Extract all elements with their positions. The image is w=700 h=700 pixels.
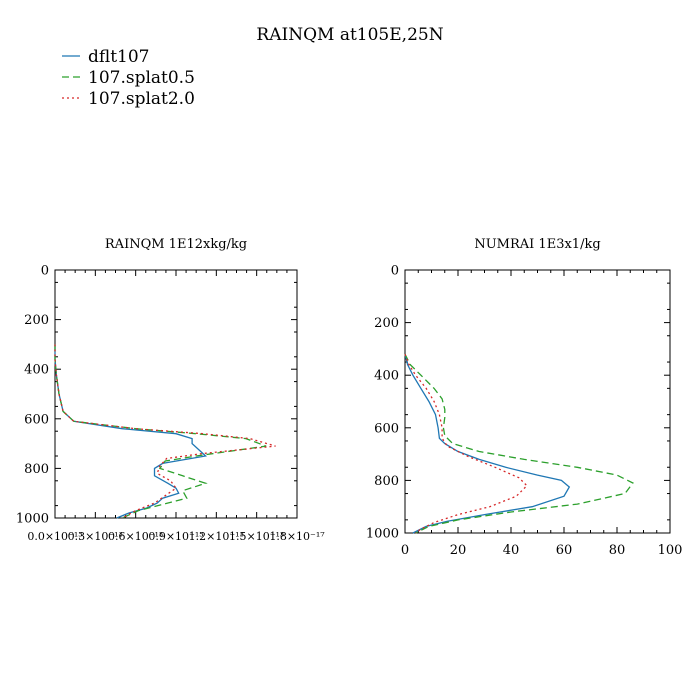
rainqm-ytick-label: 800	[24, 462, 49, 477]
numrai-ytick-label: 200	[374, 316, 399, 331]
rainqm-plot-frame	[54, 269, 298, 519]
rainqm-xtick-label: 0.9×10⁻¹³	[148, 530, 203, 543]
numrai-ytick-label: 800	[374, 474, 399, 489]
rainqm-ytick-label: 0	[41, 264, 49, 279]
rainqm-xtick-label: 1.5×10⁻¹³	[229, 530, 284, 543]
rainqm-xtick-label: 1.8×10⁻¹⁷	[269, 530, 325, 543]
legend-label-splat05: 107.splat0.5	[88, 68, 195, 88]
rainqm-panel-title: RAINQM 1E12xkg/kg	[105, 237, 247, 252]
numrai-xtick-label: 0	[401, 543, 409, 558]
rainqm-ytick-label: 1000	[16, 512, 49, 527]
rainqm-xtick-label: 0.3×10⁻¹³	[68, 530, 123, 543]
rainqm-xtick-label: 0.0×10⁻¹³	[27, 530, 82, 543]
numrai-panel-title: NUMRAI 1E3x1/kg	[474, 237, 600, 252]
legend: dflt107 107.splat0.5 107.splat2.0	[62, 47, 195, 109]
numrai-ytick-label: 600	[374, 421, 399, 436]
rainqm-ytick-label: 400	[24, 363, 49, 378]
rainqm-series-splat05	[54, 344, 267, 519]
rainqm-ytick-label: 200	[24, 313, 49, 328]
numrai-xtick-label: 40	[503, 543, 520, 558]
legend-item-splat05: 107.splat0.5	[62, 68, 195, 88]
numrai-series-dflt107	[404, 354, 571, 534]
numrai-plot-frame	[404, 269, 671, 534]
numrai-series-splat20	[404, 353, 528, 534]
numrai-ytick-label: 1000	[366, 527, 399, 542]
rainqm-panel: RAINQM 1E12xkg/kg 0 200 400 600 800 1000 0.0×10…	[16, 237, 325, 543]
legend-label-dflt107: dflt107	[88, 47, 150, 67]
rainqm-ytick-label: 600	[24, 412, 49, 427]
numrai-ytick-label: 0	[391, 264, 399, 279]
numrai-xtick-label: 20	[450, 543, 467, 558]
legend-item-dflt107: dflt107	[62, 47, 150, 67]
numrai-ytick-label: 400	[374, 369, 399, 384]
legend-item-splat20: 107.splat2.0	[62, 89, 195, 109]
rainqm-series-splat20	[54, 344, 276, 519]
numrai-xtick-label: 60	[556, 543, 573, 558]
numrai-series-splat05	[404, 353, 634, 534]
numrai-xtick-label: 80	[609, 543, 626, 558]
rainqm-xtick-label: 1.2×10⁻¹³	[189, 530, 244, 543]
main-title: RAINQM at105E,25N	[256, 25, 443, 45]
rainqm-series-dflt107	[54, 344, 208, 519]
numrai-xtick-label: 100	[658, 543, 683, 558]
legend-label-splat20: 107.splat2.0	[88, 89, 195, 109]
rainqm-xtick-label: 0.6×10⁻¹³	[108, 530, 163, 543]
